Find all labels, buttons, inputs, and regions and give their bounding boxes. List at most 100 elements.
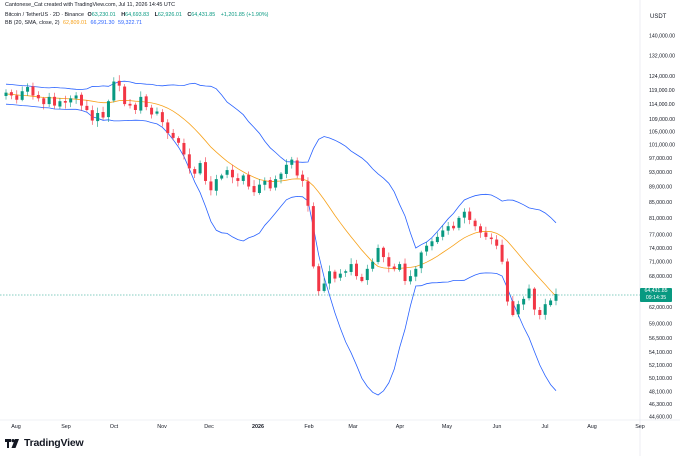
candle bbox=[473, 218, 477, 231]
candle bbox=[301, 170, 305, 187]
tradingview-logo-icon bbox=[5, 438, 19, 448]
candle-body bbox=[101, 112, 105, 118]
candles bbox=[4, 75, 558, 320]
candle bbox=[468, 207, 472, 225]
price-tick-label: 89,000.00 bbox=[649, 185, 672, 191]
candle bbox=[63, 95, 67, 109]
price-tick-label: 93,000.00 bbox=[649, 170, 672, 176]
tradingview-logo[interactable]: TradingView bbox=[5, 437, 84, 449]
candle bbox=[236, 173, 240, 187]
candle-body bbox=[468, 211, 472, 220]
candle bbox=[193, 166, 197, 179]
candle bbox=[263, 177, 267, 191]
time-tick-label: 2026 bbox=[252, 424, 264, 430]
candle bbox=[171, 128, 175, 141]
candle-body bbox=[96, 112, 100, 122]
candle bbox=[20, 86, 24, 102]
candle-body bbox=[489, 237, 493, 240]
price-tick-label: 62,000.00 bbox=[649, 305, 672, 311]
candle bbox=[365, 264, 369, 285]
candle bbox=[42, 96, 46, 110]
plot-area bbox=[0, 0, 640, 420]
candle-body bbox=[522, 298, 526, 305]
candle bbox=[53, 92, 57, 109]
candle-body bbox=[47, 96, 51, 105]
candle-body bbox=[354, 263, 358, 277]
candle-body bbox=[177, 138, 181, 143]
candle bbox=[446, 221, 450, 235]
candle bbox=[322, 277, 326, 293]
time-tick-label: Feb bbox=[304, 424, 313, 430]
price-tick-label: 71,000.00 bbox=[649, 260, 672, 266]
time-tick-label: Mar bbox=[348, 424, 357, 430]
candle-body bbox=[15, 95, 19, 100]
candle bbox=[392, 263, 396, 272]
price-tick-label: 114,000.00 bbox=[649, 102, 675, 108]
candle-body bbox=[241, 175, 245, 181]
bar-countdown: 09:14:35 bbox=[645, 295, 667, 301]
candle-body bbox=[495, 239, 499, 246]
candle bbox=[387, 252, 391, 273]
candle bbox=[538, 307, 542, 320]
candle bbox=[430, 238, 434, 251]
candle-body bbox=[381, 247, 385, 258]
time-tick-label: May bbox=[442, 424, 452, 430]
symbol-legend: Bitcoin / TetherUS · 2D · Binance O63,23… bbox=[5, 12, 270, 19]
tradingview-logo-text: TradingView bbox=[24, 437, 84, 449]
ohlc-open: O63,230.01 bbox=[87, 12, 116, 18]
candle-body bbox=[220, 175, 224, 179]
symbol-name: Bitcoin / TetherUS · 2D · Binance bbox=[5, 12, 84, 18]
candle-body bbox=[419, 252, 423, 269]
price-tick-label: 74,000.00 bbox=[649, 246, 672, 252]
candle bbox=[505, 258, 509, 306]
candle bbox=[85, 100, 89, 112]
candle-body bbox=[230, 169, 234, 178]
candle bbox=[441, 225, 445, 241]
candle bbox=[274, 175, 278, 191]
candle bbox=[79, 92, 83, 111]
candle bbox=[26, 83, 30, 96]
candle-body bbox=[376, 247, 380, 262]
candle-body bbox=[435, 236, 439, 243]
candle bbox=[69, 95, 73, 108]
ohlc-change: +1,201.85 (+1.90%) bbox=[220, 12, 269, 18]
candle bbox=[204, 157, 208, 185]
candle bbox=[15, 90, 19, 104]
candle-body bbox=[473, 220, 477, 227]
candle-body bbox=[187, 154, 191, 169]
candle bbox=[155, 107, 159, 116]
candle-body bbox=[90, 110, 94, 121]
candle bbox=[31, 82, 35, 100]
candle-body bbox=[198, 163, 202, 174]
candle bbox=[123, 84, 127, 107]
candle bbox=[139, 91, 143, 114]
candle bbox=[554, 288, 558, 306]
candle bbox=[306, 177, 310, 212]
candle-body bbox=[511, 301, 515, 316]
candle-body bbox=[69, 98, 73, 103]
candle bbox=[344, 269, 348, 277]
candle bbox=[101, 106, 105, 120]
candle-body bbox=[317, 266, 321, 292]
candle-body bbox=[403, 263, 407, 282]
price-axis: 140,000.00 132,000.00 124,000.00 119,000.00… bbox=[649, 34, 675, 421]
candle-body bbox=[150, 107, 154, 115]
price-tick-label: 52,100.00 bbox=[649, 363, 672, 369]
candle-body bbox=[414, 268, 418, 277]
ohlc-low: L62,926.01 bbox=[154, 12, 182, 18]
currency-unit[interactable]: USDT bbox=[650, 14, 667, 20]
candle bbox=[522, 296, 526, 310]
candle bbox=[371, 258, 375, 272]
candle bbox=[252, 180, 256, 196]
candle bbox=[457, 215, 461, 231]
candle bbox=[435, 232, 439, 245]
price-tick-label: 85,000.00 bbox=[649, 200, 672, 206]
candle-body bbox=[79, 94, 83, 106]
candle bbox=[225, 166, 229, 179]
candle-body bbox=[311, 206, 315, 267]
candle bbox=[230, 164, 234, 184]
candle bbox=[90, 105, 94, 125]
price-tick-label: 46,300.00 bbox=[649, 402, 672, 408]
candle-body bbox=[543, 304, 547, 315]
